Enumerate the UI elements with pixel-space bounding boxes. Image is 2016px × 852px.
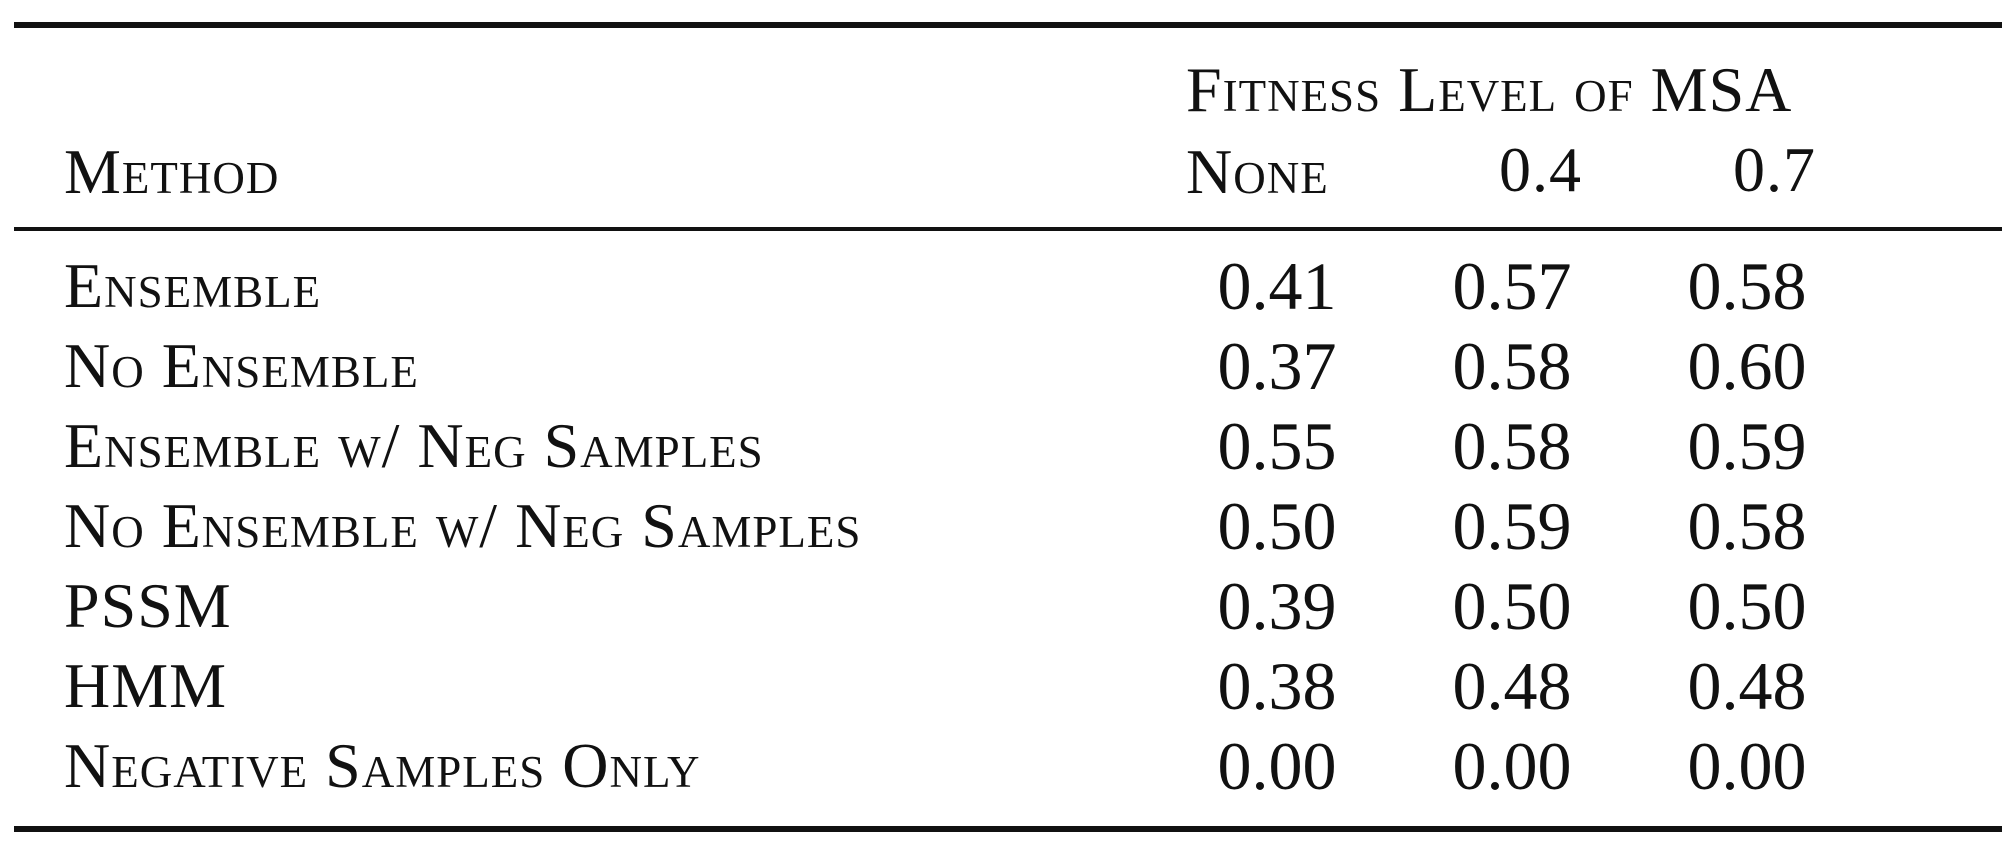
cell-none: 0.37 <box>1217 328 1337 404</box>
row-label: No Ensemble <box>64 330 419 401</box>
cell-0-4: 0.50 <box>1452 568 1572 644</box>
cell-none: 0.38 <box>1217 648 1337 724</box>
bottom-rule <box>14 826 2002 832</box>
column-header-method: Method <box>64 136 280 207</box>
row-label: Ensemble <box>64 250 322 321</box>
cell-0-4: 0.57 <box>1452 248 1572 324</box>
row-label: Negative Samples Only <box>64 730 701 801</box>
cell-none: 0.50 <box>1217 488 1337 564</box>
cell-0-7: 0.58 <box>1687 248 1807 324</box>
cell-0-4: 0.00 <box>1452 728 1572 804</box>
cell-none: 0.00 <box>1217 728 1337 804</box>
cell-0-4: 0.58 <box>1452 328 1572 404</box>
cell-0-4: 0.48 <box>1452 648 1572 724</box>
top-rule <box>14 22 2002 28</box>
row-label: No Ensemble w/ Neg Samples <box>64 490 862 561</box>
cell-none: 0.55 <box>1217 408 1337 484</box>
cell-none: 0.41 <box>1217 248 1337 324</box>
cell-none: 0.39 <box>1217 568 1337 644</box>
cell-0-7: 0.48 <box>1687 648 1807 724</box>
column-header-0-7: 0.7 <box>1733 134 1816 205</box>
cell-0-7: 0.50 <box>1687 568 1807 644</box>
cell-0-7: 0.60 <box>1687 328 1807 404</box>
cell-0-4: 0.59 <box>1452 488 1572 564</box>
cell-0-7: 0.58 <box>1687 488 1807 564</box>
column-header-0-4: 0.4 <box>1499 134 1582 205</box>
cell-0-7: 0.59 <box>1687 408 1807 484</box>
cell-0-7: 0.00 <box>1687 728 1807 804</box>
cell-0-4: 0.58 <box>1452 408 1572 484</box>
header-rule <box>14 227 2002 231</box>
row-label: Ensemble w/ Neg Samples <box>64 410 764 481</box>
row-label: PSSM <box>64 570 232 641</box>
row-label: HMM <box>64 650 228 721</box>
group-header-fitness-level: Fitness Level of MSA <box>1186 54 1793 125</box>
column-header-none: None <box>1186 136 1329 207</box>
